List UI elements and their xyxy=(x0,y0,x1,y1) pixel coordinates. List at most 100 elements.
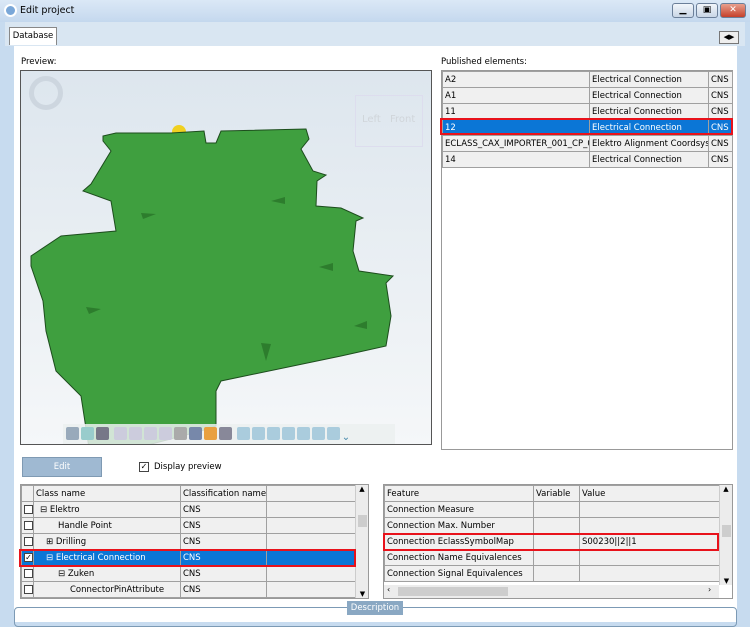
description-label: Description xyxy=(347,601,403,615)
row-checkbox[interactable] xyxy=(21,517,34,534)
cylinder-icon[interactable] xyxy=(81,427,94,440)
published-row[interactable]: A2 Electrical Connection CNS xyxy=(442,71,733,88)
published-name: A1 xyxy=(442,87,590,104)
feature-row[interactable]: Connection Name Equivalences xyxy=(384,549,720,566)
measure-icon[interactable] xyxy=(158,427,172,440)
view-front-icon[interactable] xyxy=(251,427,265,440)
view-right-icon[interactable] xyxy=(296,427,310,440)
display-preview-label: Display preview xyxy=(154,462,222,472)
view-back-icon[interactable] xyxy=(266,427,280,440)
published-name: ECLASS_CAX_IMPORTER_001_CP_0 xyxy=(442,135,590,152)
row-checkbox[interactable] xyxy=(21,565,34,582)
shaded-icon[interactable] xyxy=(203,427,217,440)
tab-scroll-arrows[interactable]: ◀▶ xyxy=(719,31,739,44)
row-checkbox[interactable] xyxy=(21,533,34,550)
published-name: 12 xyxy=(442,119,590,136)
class-name-cell: ⊟ Zuken xyxy=(33,565,181,582)
class-table: Class name Classification name ⊟ Elektro C… xyxy=(20,484,369,599)
3d-preview[interactable]: Left Front ⌄ xyxy=(20,70,432,445)
class-name-cell: ⊟ Elektro xyxy=(33,501,181,518)
published-row[interactable]: ECLASS_CAX_IMPORTER_001_CP_0 Elektro Alig… xyxy=(442,135,733,152)
feature-row[interactable]: Connection EclassSymbolMap S00230||2||1 xyxy=(384,533,720,550)
published-row[interactable]: 12 Electrical Connection CNS xyxy=(442,119,733,136)
title-bar xyxy=(0,0,750,22)
col-variable[interactable]: Variable xyxy=(533,485,580,502)
published-row[interactable]: 14 Electrical Connection CNS xyxy=(442,151,733,168)
class-name-cell: ⊟ Electrical Connection xyxy=(33,549,181,566)
feature-variable xyxy=(533,501,580,518)
feature-row[interactable]: Connection Signal Equivalences xyxy=(384,565,720,582)
class-row[interactable]: Handle Point CNS xyxy=(21,517,357,534)
chevron-down-icon[interactable]: ⌄ xyxy=(341,432,351,443)
feature-name: Connection Name Equivalences xyxy=(384,549,534,566)
preview-toolbar: ⌄ xyxy=(63,424,395,444)
view-cube[interactable]: Left Front xyxy=(355,95,423,147)
window-title: Edit project xyxy=(20,5,75,16)
view-left-icon[interactable] xyxy=(281,427,295,440)
col-feature[interactable]: Feature xyxy=(384,485,534,502)
rotate-icon[interactable] xyxy=(143,427,157,440)
col-check xyxy=(21,485,34,502)
col-class-name[interactable]: Class name xyxy=(33,485,181,502)
orbit-icon[interactable] xyxy=(29,76,63,110)
class-row[interactable]: ⊞ Drilling CNS xyxy=(21,533,357,550)
view-bottom-icon[interactable] xyxy=(326,427,340,440)
expander-icon[interactable]: ⊟ xyxy=(40,504,48,515)
zoom-fit-icon[interactable] xyxy=(128,427,142,440)
view-iso-icon[interactable] xyxy=(236,427,250,440)
classification-cell: CNS xyxy=(180,581,267,598)
database-icon[interactable] xyxy=(96,427,109,440)
classification-cell: CNS xyxy=(180,501,267,518)
feature-row[interactable]: Connection Measure xyxy=(384,501,720,518)
feature-variable xyxy=(533,565,580,582)
viewcube-front: Front xyxy=(390,114,416,125)
published-class: Electrical Connection xyxy=(589,119,709,136)
zoom-icon[interactable] xyxy=(113,427,127,440)
published-name: 11 xyxy=(442,103,590,120)
feature-hscrollbar[interactable]: ‹ › xyxy=(384,585,719,598)
view-top-icon[interactable] xyxy=(311,427,325,440)
expander-icon[interactable]: ⊟ xyxy=(58,568,66,579)
class-table-scrollbar[interactable]: ▲ ▼ xyxy=(355,485,368,598)
class-row[interactable]: ⊟ Zuken CNS xyxy=(21,565,357,582)
extra-cell xyxy=(266,501,357,518)
extra-cell xyxy=(266,565,357,582)
wireframe-icon[interactable] xyxy=(173,427,187,440)
class-name: ConnectorPinAttribute xyxy=(70,584,165,595)
preview-label: Preview: xyxy=(21,57,57,67)
viewcube-left: Left xyxy=(362,114,381,125)
published-classification: CNS xyxy=(708,135,733,152)
maximize-button[interactable]: ▣ xyxy=(696,3,718,18)
class-row[interactable]: ⊟ Elektro CNS xyxy=(21,501,357,518)
expander-icon[interactable]: ⊞ xyxy=(46,536,54,547)
close-button[interactable]: ✕ xyxy=(720,3,746,18)
feature-table: Feature Variable Value Connection Measure C… xyxy=(383,484,733,599)
col-value[interactable]: Value xyxy=(579,485,720,502)
edit-button[interactable]: Edit xyxy=(22,457,102,477)
published-class: Electrical Connection xyxy=(589,151,709,168)
class-name-cell: Handle Point xyxy=(33,517,181,534)
published-row[interactable]: 11 Electrical Connection CNS xyxy=(442,103,733,120)
row-checkbox[interactable] xyxy=(21,501,34,518)
col-extra[interactable] xyxy=(266,485,357,502)
model-shape xyxy=(30,125,395,444)
feature-variable xyxy=(533,549,580,566)
classification-cell: CNS xyxy=(180,533,267,550)
section-icon[interactable] xyxy=(188,427,202,440)
row-checkbox[interactable] xyxy=(21,581,34,598)
class-name-cell: ConnectorPinAttribute xyxy=(33,581,181,598)
col-classification[interactable]: Classification name xyxy=(180,485,267,502)
class-row[interactable]: ConnectorPinAttribute CNS xyxy=(21,581,357,598)
published-row[interactable]: A1 Electrical Connection CNS xyxy=(442,87,733,104)
tab-database[interactable]: Database xyxy=(9,27,57,45)
minimize-button[interactable]: ▁ xyxy=(672,3,694,18)
display-preview-checkbox[interactable]: ✓ xyxy=(139,462,149,472)
extra-cell xyxy=(266,517,357,534)
box-icon[interactable] xyxy=(218,427,232,440)
feature-vscrollbar[interactable]: ▲ ▼ xyxy=(719,485,732,585)
view-icon[interactable] xyxy=(66,427,79,440)
feature-row[interactable]: Connection Max. Number xyxy=(384,517,720,534)
expander-icon[interactable]: ⊟ xyxy=(46,552,54,563)
published-class: Electrical Connection xyxy=(589,87,709,104)
feature-highlight-box xyxy=(383,533,719,551)
